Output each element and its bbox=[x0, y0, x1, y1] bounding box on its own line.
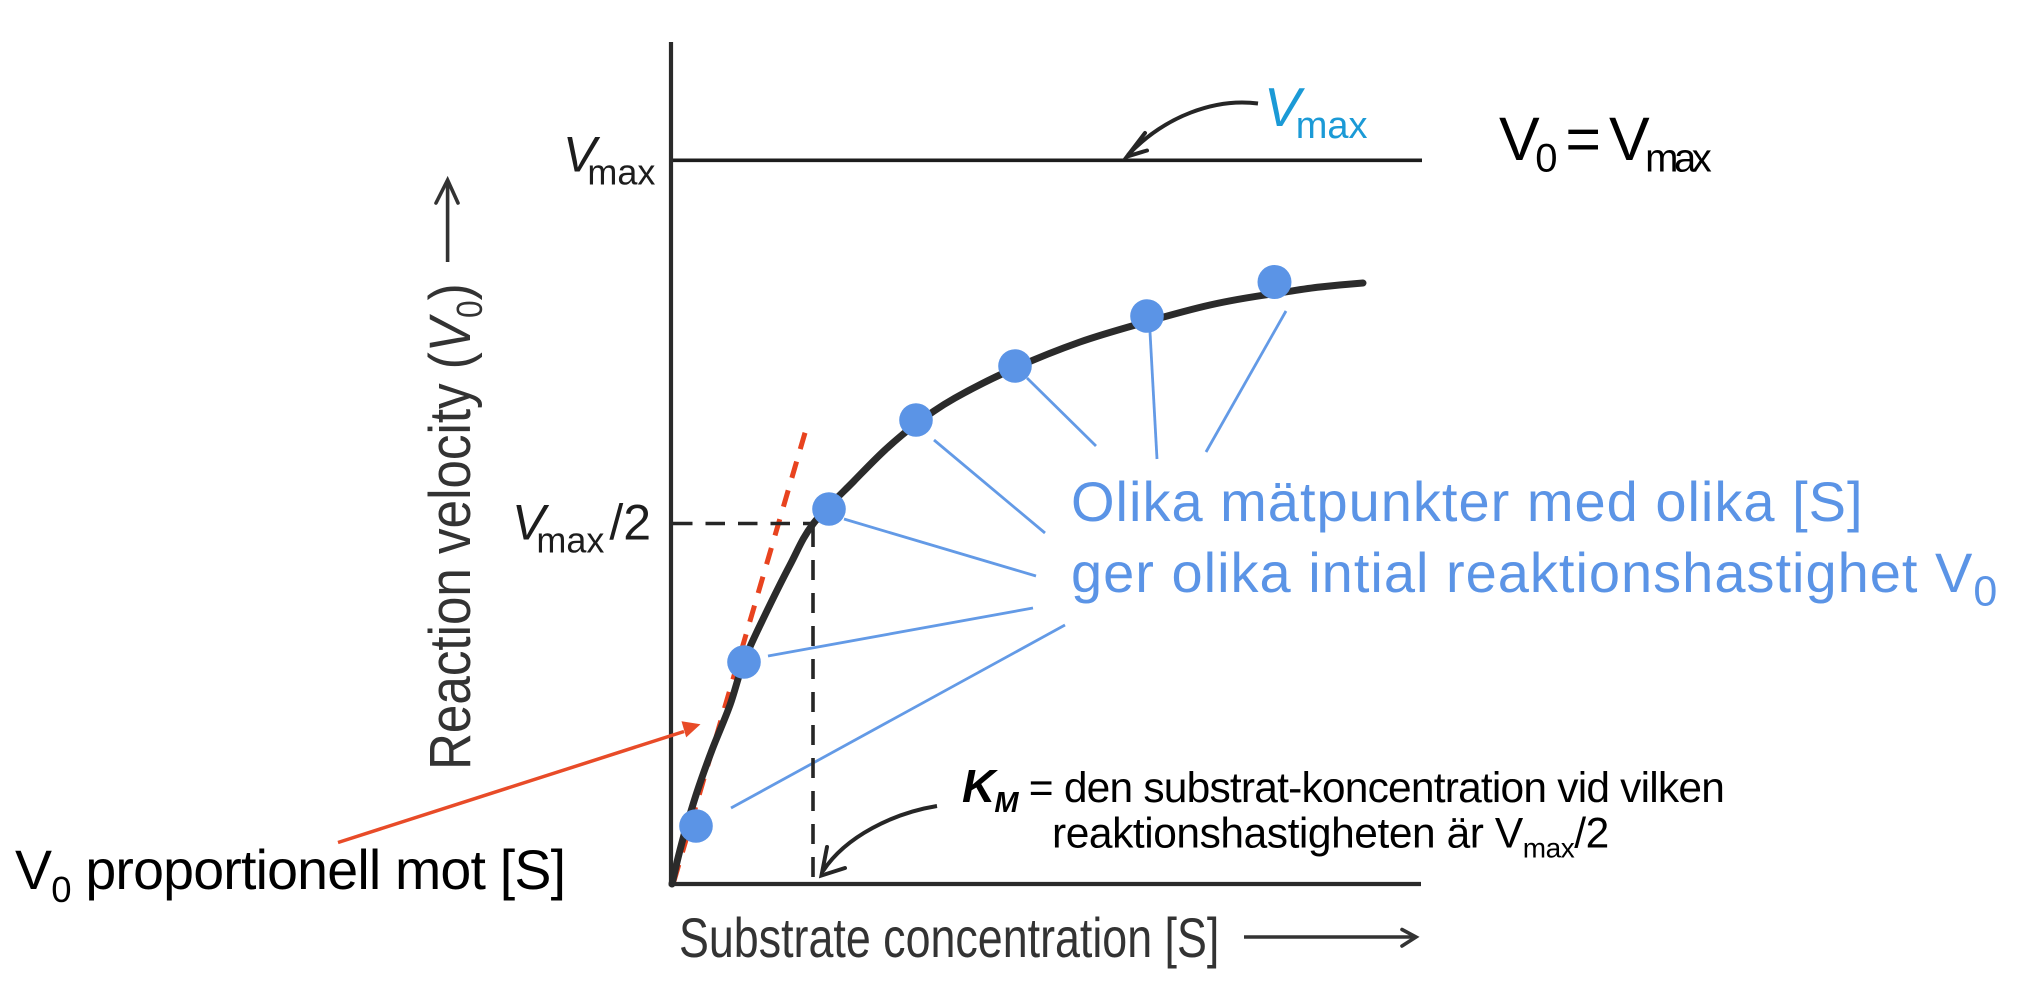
svg-text:Reaction velocity (V0): Reaction velocity (V0) bbox=[417, 283, 491, 770]
svg-text:V0 proportionell mot [S]: V0 proportionell mot [S] bbox=[15, 839, 565, 910]
svg-text:Olika mätpunkter med olika [S]: Olika mätpunkter med olika [S] bbox=[1071, 470, 1864, 533]
svg-text:Vmax: Vmax bbox=[563, 127, 655, 193]
svg-text:Vmax/2: Vmax/2 bbox=[512, 495, 651, 561]
svg-text:Substrate concentration [S]: Substrate concentration [S] bbox=[679, 906, 1219, 969]
svg-text:Vmax: Vmax bbox=[1264, 76, 1367, 147]
svg-text:reaktionshastigheten är Vmax/2: reaktionshastigheten är Vmax/2 bbox=[1052, 811, 1609, 864]
svg-text:ger olika intial reaktionshast: ger olika intial reaktionshastighet V0 bbox=[1071, 541, 1998, 616]
svg-text:KM = den substrat-koncentratio: KM = den substrat-koncentration vid vilk… bbox=[962, 760, 1724, 819]
